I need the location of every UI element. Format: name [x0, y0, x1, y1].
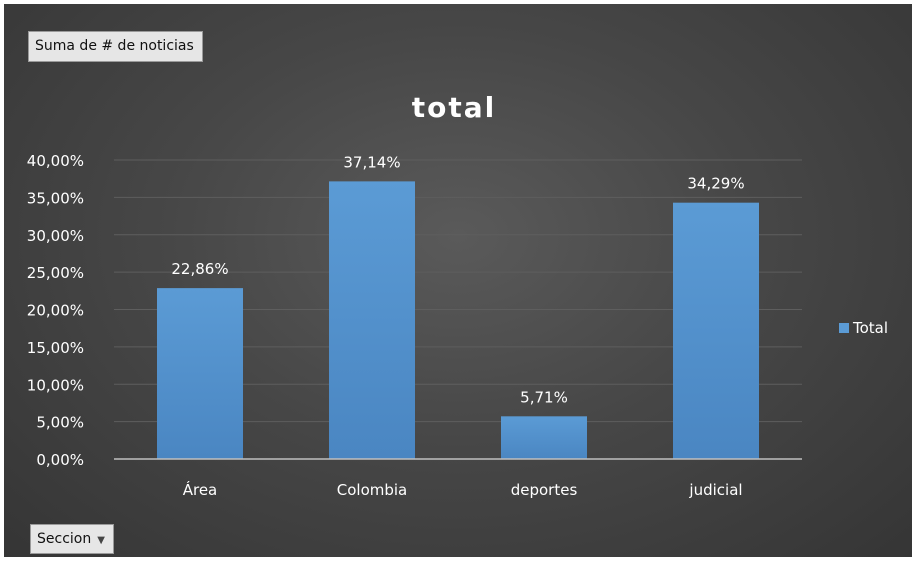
y-tick-label: 5,00%: [36, 414, 84, 432]
bar: [673, 202, 759, 459]
data-label: 22,86%: [171, 260, 228, 278]
bar: [329, 181, 415, 460]
y-tick-label: 40,00%: [27, 152, 84, 170]
x-tick-label: judicial: [688, 481, 742, 499]
dropdown-caret-icon: ▼: [97, 535, 105, 546]
y-tick-label: 15,00%: [27, 339, 84, 357]
value-field-button[interactable]: Suma de # de noticias: [28, 31, 203, 62]
y-tick-label: 0,00%: [36, 451, 84, 469]
axis-field-label: Seccion: [37, 531, 92, 547]
x-tick-label: deportes: [511, 481, 578, 499]
data-label: 5,71%: [520, 388, 568, 406]
data-label: 37,14%: [343, 153, 400, 171]
y-tick-label: 30,00%: [27, 227, 84, 245]
y-tick-label: 35,00%: [27, 189, 84, 207]
chart-area: total 0,00% 5,00% 10,00% 15,00% 20,00% 25,00% 3…: [4, 4, 912, 557]
legend-swatch: [839, 323, 849, 333]
legend-label: Total: [852, 319, 888, 337]
x-tick-label: Área: [183, 480, 218, 499]
y-tick-label: 25,00%: [27, 264, 84, 282]
bar-chart: total 0,00% 5,00% 10,00% 15,00% 20,00% 25,00% 3…: [27, 91, 888, 499]
bar: [501, 416, 587, 459]
chart-title: total: [412, 91, 497, 124]
x-tick-label: Colombia: [337, 481, 408, 499]
y-tick-label: 10,00%: [27, 376, 84, 394]
axis-field-button[interactable]: Seccion ▼: [30, 524, 114, 554]
bar: [157, 288, 243, 459]
data-label: 34,29%: [687, 175, 744, 193]
y-tick-label: 20,00%: [27, 302, 84, 320]
